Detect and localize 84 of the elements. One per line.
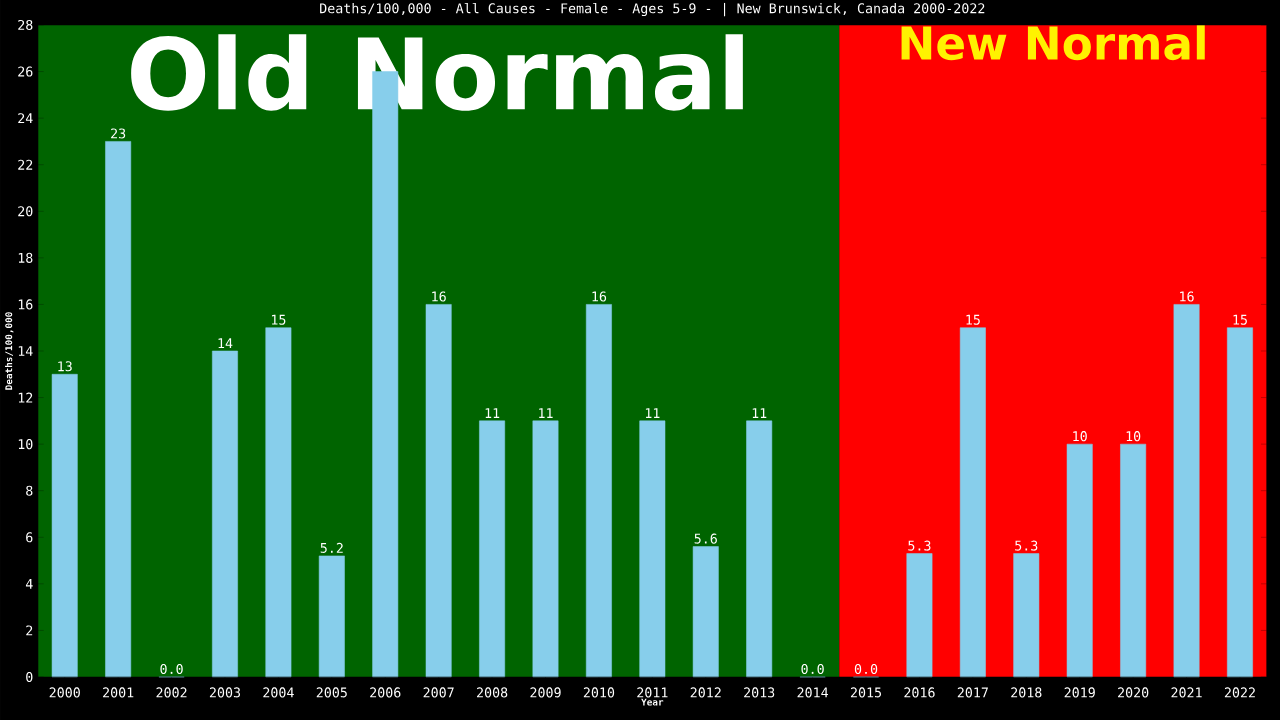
- bar: [959, 327, 986, 678]
- data-label: 15: [1233, 314, 1247, 325]
- x-tick-label: 2003: [209, 687, 241, 698]
- y-tick-label: 20: [18, 206, 33, 217]
- bar: [425, 304, 452, 678]
- x-tick-label: 2005: [316, 687, 347, 698]
- data-label: 16: [432, 291, 446, 302]
- x-tick-label: 2021: [1171, 687, 1202, 698]
- data-label: 16: [1180, 291, 1194, 302]
- bar: [212, 350, 238, 678]
- data-label: 5.6: [694, 533, 717, 544]
- data-label: 15: [966, 314, 980, 325]
- bar: [1227, 327, 1253, 678]
- y-tick-label: 18: [18, 252, 33, 263]
- bar: [692, 546, 719, 678]
- band-label: Old Normal: [131, 34, 743, 111]
- y-tick-label: 26: [18, 66, 33, 77]
- x-tick-label: 2008: [477, 687, 508, 698]
- x-tick-label: 2015: [850, 687, 882, 698]
- data-label: 23: [111, 128, 126, 139]
- data-label: 11: [539, 408, 553, 418]
- bar: [51, 374, 78, 678]
- y-axis-title: Deaths/100,000: [5, 312, 14, 390]
- data-label: 15: [271, 314, 286, 325]
- y-tick-label: 2: [26, 625, 33, 636]
- x-tick-label: 2004: [263, 687, 294, 698]
- data-label: 5.3: [1015, 540, 1038, 551]
- bar: [532, 420, 559, 678]
- x-tick-label: 2013: [744, 687, 775, 698]
- bar: [105, 141, 132, 678]
- x-axis-title: Year: [641, 698, 664, 706]
- data-label: 11: [645, 408, 660, 418]
- y-tick-label: 10: [18, 439, 33, 450]
- x-tick-label: 2018: [1011, 687, 1042, 698]
- y-tick-label: 12: [18, 392, 33, 403]
- y-tick-label: 22: [18, 159, 33, 170]
- data-label: 10: [1073, 431, 1087, 442]
- y-tick-label: 6: [26, 532, 33, 543]
- x-tick-label: 2011: [637, 687, 668, 698]
- y-tick-label: 8: [26, 485, 33, 496]
- x-tick-label: 2014: [797, 687, 829, 698]
- bar: [1066, 443, 1093, 678]
- bar: [318, 555, 345, 678]
- data-label: 16: [592, 291, 607, 302]
- bar: [746, 420, 773, 678]
- x-tick-label: 2016: [904, 687, 935, 698]
- x-tick-label: 2006: [370, 687, 401, 698]
- x-tick-label: 2007: [423, 687, 454, 698]
- x-tick-label: 2020: [1118, 687, 1149, 698]
- data-label: 11: [752, 408, 767, 418]
- data-label: 10: [1126, 431, 1141, 442]
- bar: [1013, 553, 1040, 678]
- bar: [479, 420, 506, 678]
- bar: [639, 420, 666, 678]
- bar: [906, 553, 933, 678]
- data-label: 0.0: [160, 663, 183, 675]
- data-label: 5.2: [320, 542, 343, 553]
- x-tick-label: 2022: [1224, 687, 1255, 698]
- y-tick-label: 16: [18, 299, 33, 310]
- data-label: 5.3: [908, 540, 931, 551]
- y-tick-label: 0: [26, 671, 33, 683]
- y-tick-label: 24: [18, 113, 33, 124]
- x-tick-label: 2017: [957, 687, 988, 698]
- data-label: 11: [485, 408, 500, 418]
- x-tick-label: 2012: [690, 687, 721, 698]
- data-label: 13: [58, 361, 72, 372]
- y-tick-label: 14: [18, 346, 33, 356]
- band-label: New Normal: [901, 25, 1205, 61]
- x-tick-label: 2001: [103, 687, 134, 698]
- bar: [1120, 443, 1147, 678]
- bar: [585, 304, 612, 678]
- x-tick-label: 2010: [583, 687, 615, 698]
- data-label: 14: [218, 338, 233, 349]
- bar: [1173, 304, 1200, 678]
- x-tick-label: 2002: [156, 687, 187, 698]
- x-tick-label: 2000: [49, 687, 80, 698]
- bar: [265, 327, 292, 678]
- data-label: 0.0: [854, 663, 878, 675]
- x-tick-label: 2009: [530, 687, 561, 698]
- data-label: 0.0: [801, 663, 824, 675]
- chart-title: Deaths/100,000 - All Causes - Female - Ages 5-9 - | New Brunswick, Canada 2000-2022: [320, 2, 985, 17]
- x-tick-label: 2019: [1064, 687, 1095, 698]
- y-tick-label: 28: [18, 19, 33, 31]
- y-tick-label: 4: [25, 578, 33, 589]
